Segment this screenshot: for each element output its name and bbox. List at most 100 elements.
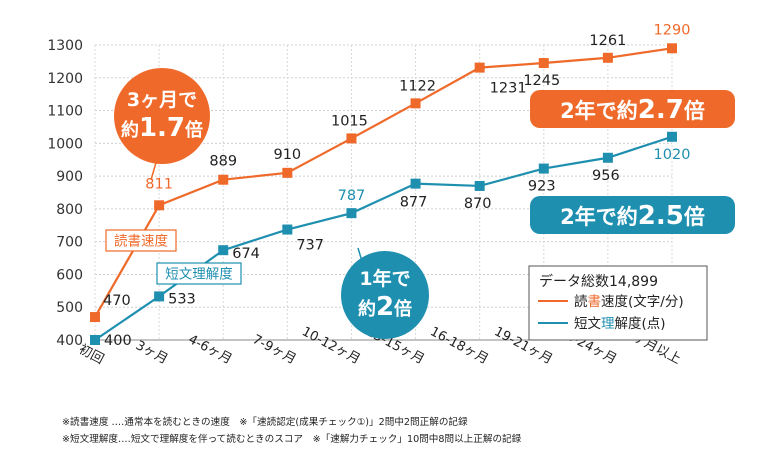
data-point [346,133,357,144]
legend-label-part: 理 [601,316,615,332]
callout-comp-2y-part: 2年で約 [560,205,638,229]
callout-comp-1y-circle [341,251,429,339]
x-tick-label: 4-6ヶ月 [186,332,235,367]
data-point [410,98,421,109]
data-label: 923 [528,179,556,195]
legend: データ総数14,899 読書速度(文字/分) 短文理解度(点) [528,265,708,341]
callout-comp-2y-part: 2.5 [638,201,684,231]
data-point [474,180,485,191]
data-point [346,208,357,219]
legend-title: データ総数14,899 [539,273,658,290]
data-point [90,335,100,345]
data-label: 956 [592,168,620,184]
data-point [538,163,549,174]
data-point [282,167,293,178]
callout-speed-3m-part: 倍 [185,119,203,141]
callout-speed-2y-part: 2年で約 [560,99,638,123]
x-tick-label: 初回 [76,342,106,367]
data-label: 910 [273,147,301,163]
y-tick-label: 1000 [47,136,83,152]
y-tick-label: 500 [56,300,83,316]
x-tick-label: 3ヶ月 [133,338,170,367]
footnotes: ※読書速度 ‥‥通常本を読むときの速度 ※「速読認定(成果チェック①)」2問中2… [62,414,521,448]
data-point [218,174,229,185]
y-tick-label: 1100 [47,104,83,120]
data-point [602,52,613,63]
callout-speed-2y-text: 2年で約2.7倍 [560,95,705,125]
callout-speed-3m-part: 1.7 [139,113,185,143]
callout-speed-2y: 2年で約2.7倍 [530,90,735,128]
data-label: 1020 [654,147,691,163]
data-point [282,224,293,235]
data-label: 400 [104,333,132,349]
data-label: 533 [168,291,196,307]
callout-speed-2y-part: 2.7 [638,95,684,125]
data-label: 870 [464,196,492,212]
y-tick-label: 400 [56,333,83,349]
callout-speed-2y-part: 倍 [684,99,705,123]
callout-comp-1y-part: 約 [358,298,376,320]
data-point [154,200,165,211]
data-point [474,62,485,73]
legend-label: 読書速度(文字/分) [574,294,684,310]
data-label: 470 [103,293,131,309]
data-point [218,245,229,256]
data-label: 1261 [589,33,626,49]
x-tick-label: 7-9ヶ月 [250,332,299,367]
y-tick-label: 1300 [47,38,83,54]
callout-comp-2y-part: 倍 [684,205,705,229]
series-label-speed: 読書速度 [114,234,168,250]
callout-speed-3m-part: 約 [121,119,139,141]
callout-speed-3m-line2: 約1.7倍 [121,113,203,143]
y-tick-label: 700 [56,235,83,251]
callout-speed-2y-box [530,90,735,128]
series-label-speed-box [105,229,177,252]
data-label: 1231 [490,81,527,97]
data-label: 1122 [399,78,436,94]
legend-label-part: 書 [588,294,602,310]
data-label: 877 [400,195,428,211]
data-label: 674 [232,246,260,262]
callout-speed-3m-line1: 3ヶ月で [127,89,197,111]
callout-comp-1y-line1: 1年で [359,267,410,290]
data-point [538,58,549,69]
callout-comp-1y-line2: 約2倍 [358,292,412,322]
legend-label: 短文理解度(点) [574,316,666,332]
data-label: 1245 [523,73,560,89]
legend-label-part: 短文 [574,316,602,332]
callout-comp-1y-part: 倍 [394,298,412,320]
data-label: 1290 [654,22,691,38]
callout-comp-1y-part: 2 [376,292,394,322]
series-label-comprehension: 短文理解度 [165,267,233,283]
y-tick-label: 800 [56,202,83,218]
legend-label-part: 速度(文字/分) [601,294,684,310]
data-label: 1015 [331,113,368,129]
data-point [602,152,613,163]
callout-comp-2y-text: 2年で約2.5倍 [560,201,705,231]
data-label: 787 [338,188,366,204]
data-label: 889 [209,154,237,170]
data-point [410,178,421,189]
legend-label-part: 読 [574,294,588,310]
y-tick-label: 900 [56,169,83,185]
legend-label-part: 解度(点) [615,316,666,332]
x-tick-label: 10-12ヶ月 [299,324,362,367]
y-tick-label: 1200 [47,71,83,87]
data-point [90,312,100,323]
callout-comp-2y-box [530,196,735,234]
footnote-speed: ※読書速度 ‥‥通常本を読むときの速度 ※「速読認定(成果チェック①)」2問中2… [62,417,468,428]
callout-comp-2y: 2年で約2.5倍 [530,196,735,234]
series-line [94,47,673,318]
footnote-comprehension: ※短文理解度‥‥短文で理解度を伴って読むときのスコア ※「速解力チェック」10問… [62,434,522,445]
legend-box [528,265,708,341]
y-tick-label: 600 [56,267,83,283]
data-point [667,131,677,142]
data-point [154,291,165,302]
series-label-comprehension-box [156,262,242,285]
data-point [667,43,677,54]
x-tick-label: 16-18ヶ月 [427,324,490,367]
data-label: 811 [145,176,173,192]
